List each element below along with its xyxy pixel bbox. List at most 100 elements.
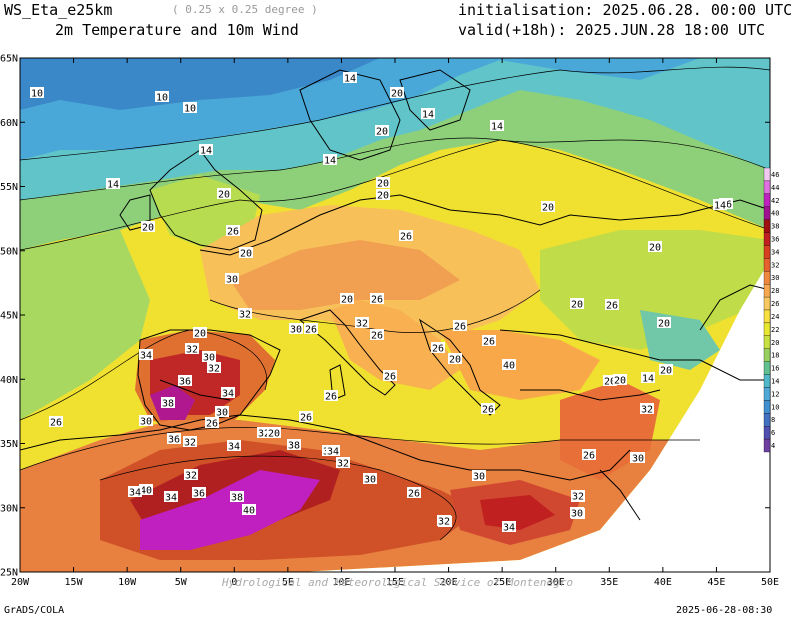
- contour-label: 20: [217, 188, 231, 201]
- contour-label: 34: [502, 521, 516, 534]
- contour-label: 20: [376, 177, 390, 190]
- colorbar-label: 46: [771, 171, 779, 179]
- contour-label: 32: [207, 362, 221, 375]
- contour-label: 26: [407, 487, 421, 500]
- svg-text:20: 20: [571, 300, 583, 311]
- contour-label: 26: [49, 416, 63, 429]
- svg-text:26: 26: [325, 392, 337, 403]
- contour-label: 36: [192, 487, 206, 500]
- svg-text:32: 32: [641, 405, 653, 416]
- valid-time: valid(+18h): 2025.JUN.28 18:00 UTC: [458, 21, 766, 39]
- colorbar-label: 40: [771, 210, 779, 218]
- colorbar-label: 16: [771, 365, 779, 373]
- contour-label: 34: [164, 491, 178, 504]
- svg-text:30: 30: [632, 454, 644, 465]
- svg-text:32: 32: [572, 492, 584, 503]
- contour-label: 26: [324, 390, 338, 403]
- contour-label: 30: [225, 273, 239, 286]
- svg-text:38: 38: [231, 493, 243, 504]
- lon-label: 5W: [175, 577, 188, 588]
- colorbar-label: 30: [771, 274, 779, 282]
- contour-label: 32: [355, 317, 369, 330]
- contour-label: 14: [343, 72, 357, 85]
- contour-label: 26: [482, 335, 496, 348]
- svg-text:26: 26: [227, 227, 239, 238]
- lon-label: 10E: [332, 577, 350, 588]
- lon-label: 20E: [440, 577, 458, 588]
- contour-label: 30: [202, 351, 216, 364]
- contour-label: 20: [448, 353, 462, 366]
- svg-text:20: 20: [649, 243, 661, 254]
- colorbar-swatch: [763, 387, 771, 401]
- contour-label: 14: [421, 108, 435, 121]
- contour-label: 20: [603, 375, 617, 388]
- colorbar-label: 38: [771, 223, 779, 231]
- contour-label: 10: [183, 102, 197, 115]
- colorbar-swatch: [763, 335, 771, 349]
- contour-label: 32: [571, 490, 585, 503]
- svg-text:26: 26: [50, 418, 62, 429]
- colorbar-swatch: [763, 180, 771, 194]
- contour-label: 26: [370, 329, 384, 342]
- lat-label: 50N: [0, 246, 18, 257]
- lat-label: 60N: [0, 118, 18, 129]
- svg-text:30: 30: [216, 408, 228, 419]
- svg-text:34: 34: [129, 488, 141, 499]
- lon-label: 0: [231, 577, 237, 588]
- contour-label: 30: [215, 406, 229, 419]
- colorbar-label: 20: [771, 339, 779, 347]
- svg-text:20: 20: [377, 179, 389, 190]
- svg-text:26: 26: [305, 325, 317, 336]
- contour-label: 20: [141, 221, 155, 234]
- contour-label: 38: [161, 397, 175, 410]
- svg-text:14: 14: [422, 110, 434, 121]
- contour-label: 20: [193, 327, 207, 340]
- lon-label: 5E: [282, 577, 294, 588]
- svg-text:32: 32: [337, 459, 349, 470]
- contour-label: 26: [582, 449, 596, 462]
- svg-text:14: 14: [714, 201, 726, 212]
- svg-text:32: 32: [185, 471, 197, 482]
- colorbar-label: 32: [771, 261, 779, 269]
- lon-label: 30E: [547, 577, 565, 588]
- svg-text:14: 14: [642, 374, 654, 385]
- svg-text:14: 14: [107, 180, 119, 191]
- contour-label: 34: [139, 349, 153, 362]
- colorbar-swatch: [763, 361, 771, 375]
- svg-text:20: 20: [142, 223, 154, 234]
- colorbar-swatch: [763, 413, 771, 427]
- lon-label: 50E: [761, 577, 779, 588]
- svg-text:26: 26: [482, 405, 494, 416]
- svg-text:20: 20: [218, 190, 230, 201]
- model-name: WS_Eta_e25km: [4, 1, 113, 19]
- contour-label: 20: [375, 125, 389, 138]
- colorbar-label: 14: [771, 378, 779, 386]
- colorbar-swatch: [763, 193, 771, 207]
- svg-text:10: 10: [156, 93, 168, 104]
- lon-label: 35E: [600, 577, 618, 588]
- colorbar-swatch: [763, 219, 771, 233]
- colorbar-label: 10: [771, 403, 779, 411]
- colorbar-label: 44: [771, 184, 779, 192]
- contour-label: 30: [631, 452, 645, 465]
- colorbar-label: 26: [771, 300, 779, 308]
- resolution-note: ( 0.25 x 0.25 degree ): [172, 3, 318, 16]
- svg-text:14: 14: [200, 146, 212, 157]
- contour-label: 36: [167, 433, 181, 446]
- contour-label: 14: [323, 154, 337, 167]
- svg-text:30: 30: [290, 325, 302, 336]
- svg-text:32: 32: [208, 364, 220, 375]
- contour-label: 20: [541, 201, 555, 214]
- contour-label: 30: [139, 415, 153, 428]
- colorbar-swatch: [763, 284, 771, 298]
- svg-text:26: 26: [300, 413, 312, 424]
- contour-label: 32: [336, 457, 350, 470]
- svg-text:38: 38: [288, 441, 300, 452]
- contour-label: 32: [185, 343, 199, 356]
- svg-text:26: 26: [384, 372, 396, 383]
- svg-text:20: 20: [660, 366, 672, 377]
- contour-label: 20: [659, 364, 673, 377]
- contour-label: 20: [239, 247, 253, 260]
- lat-label: 35N: [0, 439, 18, 450]
- contour-label: 20: [613, 374, 627, 387]
